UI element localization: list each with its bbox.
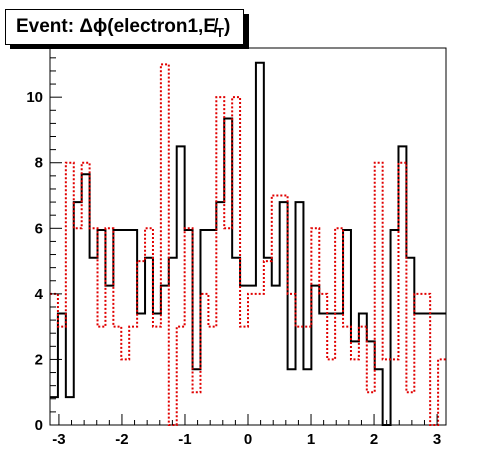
y-tick-label: 10 [26, 89, 43, 106]
y-tick-label: 0 [35, 417, 43, 434]
title-box: Event: Δϕ(electron1,E̸T) [5, 9, 244, 45]
x-tick-label: 2 [370, 431, 378, 448]
title-shadow-side [244, 14, 249, 49]
y-tick-label: 4 [35, 286, 44, 303]
chart-title: Event: Δϕ(electron1,E̸T) [16, 16, 230, 40]
title-shadow [10, 45, 249, 49]
title-close: ) [223, 16, 231, 37]
y-tick-label: 2 [35, 351, 43, 368]
plot-frame [49, 47, 447, 426]
series-1-line [50, 61, 446, 426]
x-tick-label: 3 [433, 431, 441, 448]
title-subscript: T [216, 24, 224, 40]
x-tick-label: -2 [115, 431, 128, 448]
x-tick-label: -1 [178, 431, 191, 448]
x-tick-label: 0 [244, 431, 252, 448]
series-2-line [50, 63, 446, 426]
x-tick-label: -3 [52, 431, 65, 448]
y-tick-label: 8 [35, 155, 43, 172]
y-tick-label: 6 [35, 220, 43, 237]
x-tick-label: 1 [307, 431, 315, 448]
title-main: Event: Δϕ(electron1,E̸ [16, 16, 217, 37]
